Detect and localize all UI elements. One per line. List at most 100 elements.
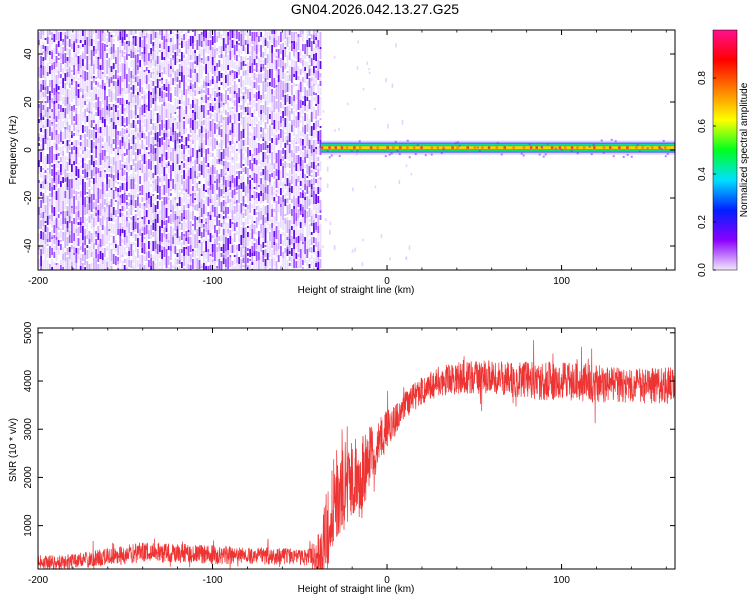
spectrogram-cell bbox=[240, 264, 243, 267]
spectrogram-cell bbox=[218, 60, 221, 67]
spectrogram-cell bbox=[60, 244, 62, 250]
carrier-peak bbox=[456, 146, 459, 149]
spectrogram-cell bbox=[247, 123, 249, 130]
spectrogram-cell bbox=[110, 137, 113, 144]
spectrogram-cell bbox=[95, 59, 97, 69]
spectrogram-cell bbox=[299, 157, 302, 166]
spectrogram-cell bbox=[194, 150, 196, 160]
spectrogram-cell bbox=[172, 179, 174, 189]
spectrogram-cell bbox=[222, 224, 225, 229]
spectrogram-cell bbox=[229, 219, 232, 228]
spectrogram-cell bbox=[178, 43, 181, 45]
spectrogram-cell bbox=[66, 140, 69, 146]
spectrogram-cell bbox=[200, 195, 203, 199]
spectrogram-cell bbox=[181, 151, 183, 159]
spectrogram-cell bbox=[88, 210, 91, 216]
spectrogram-cell bbox=[227, 168, 229, 171]
spectrogram-cell bbox=[284, 237, 287, 246]
spectrogram-cell bbox=[313, 48, 315, 54]
spectrogram-cell bbox=[220, 64, 223, 71]
spectrogram-cell bbox=[233, 55, 236, 57]
spectrogram-cell bbox=[121, 239, 124, 243]
spectrogram-cell bbox=[183, 60, 185, 69]
spectrogram-cell bbox=[106, 184, 108, 191]
spectrogram-cell bbox=[266, 163, 269, 170]
spectrogram-cell bbox=[203, 239, 205, 243]
spectrogram-cell bbox=[214, 219, 216, 221]
spectrogram-cell bbox=[108, 93, 111, 97]
spectrogram-cell bbox=[207, 194, 210, 197]
spectrogram-cell bbox=[271, 170, 273, 173]
spectrogram-cell bbox=[167, 256, 170, 265]
spectrogram-cell bbox=[273, 192, 276, 195]
spectrogram-cell bbox=[380, 234, 383, 239]
spectrogram-cell bbox=[189, 86, 192, 89]
spectrogram-cell bbox=[55, 84, 58, 92]
spectrogram-cell bbox=[139, 210, 141, 219]
spectrogram-cell bbox=[44, 139, 47, 144]
spectrogram-cell bbox=[260, 127, 262, 132]
spectrogram-cell bbox=[262, 175, 265, 184]
spectrogram-cell bbox=[130, 179, 133, 189]
spectrogram-cell bbox=[319, 249, 322, 257]
spectrogram-cell bbox=[44, 97, 47, 99]
spectrogram-cell bbox=[271, 69, 273, 78]
spectrogram-cell bbox=[42, 226, 45, 232]
spectrogram-cell bbox=[126, 227, 128, 236]
spectrogram-cell bbox=[79, 121, 82, 131]
spectrogram-cell bbox=[68, 259, 71, 268]
spectrogram-cell bbox=[244, 186, 247, 192]
spectrogram-cell bbox=[249, 115, 251, 124]
spectrogram-cell bbox=[214, 30, 216, 38]
spectrogram-cell bbox=[170, 87, 172, 89]
spectrogram-cell bbox=[302, 190, 304, 193]
spectrogram-cell bbox=[57, 263, 60, 266]
spectrogram-cell bbox=[251, 184, 254, 191]
spectrogram-cell bbox=[159, 50, 161, 52]
spectrogram-cell bbox=[291, 59, 293, 67]
spectrogram-cell bbox=[282, 32, 284, 41]
spectrogram-cell bbox=[255, 217, 258, 223]
spectrogram-cell bbox=[304, 148, 306, 157]
spectrogram-cell bbox=[141, 231, 144, 233]
spectrogram-cell bbox=[240, 131, 243, 139]
spectrogram-cell bbox=[123, 177, 126, 181]
spectrogram-cell bbox=[233, 124, 236, 131]
spectrogram-cell bbox=[73, 257, 75, 266]
spectrogram-cell bbox=[66, 206, 69, 209]
spectrogram-cell bbox=[253, 73, 256, 80]
spectrogram-cell bbox=[68, 104, 71, 111]
spectrogram-cell bbox=[82, 140, 84, 146]
spectrogram-cell bbox=[225, 110, 227, 115]
spectrogram-cell bbox=[297, 52, 300, 62]
spectrogram-cell bbox=[275, 87, 278, 90]
spectrogram-cell bbox=[284, 248, 287, 253]
spectrogram-cell bbox=[205, 95, 207, 103]
spectrogram-cell bbox=[130, 146, 133, 149]
spectrogram-cell bbox=[299, 92, 302, 100]
spectrogram-cell bbox=[253, 127, 256, 136]
spectrogram-cell bbox=[99, 133, 102, 136]
spectrogram-cell bbox=[302, 34, 304, 42]
spectrogram-cell bbox=[222, 219, 225, 224]
spectrogram-cell bbox=[84, 147, 86, 151]
spectrogram-cell bbox=[123, 111, 126, 116]
spectrogram-cell bbox=[159, 249, 161, 252]
spectrogram-cell bbox=[227, 125, 229, 134]
spectrogram-cell bbox=[88, 89, 91, 97]
spectrogram-cell bbox=[132, 230, 135, 232]
spectrogram-cell bbox=[286, 127, 289, 129]
spectrogram-cell bbox=[229, 127, 232, 130]
spectrogram-cell bbox=[310, 112, 313, 122]
spectrogram-cell bbox=[262, 113, 265, 122]
spectrogram-cell bbox=[145, 119, 148, 126]
spectrogram-cell bbox=[141, 227, 144, 231]
spectrogram-cell bbox=[264, 82, 267, 89]
spectrogram-cell bbox=[288, 163, 291, 168]
spectrogram-cell bbox=[286, 178, 289, 186]
spectrogram-cell bbox=[214, 167, 216, 174]
spectrogram-cell bbox=[214, 129, 216, 134]
spectrogram-cell bbox=[128, 233, 130, 242]
spectrogram-cell bbox=[189, 245, 192, 252]
spectrogram-cell bbox=[264, 159, 267, 166]
